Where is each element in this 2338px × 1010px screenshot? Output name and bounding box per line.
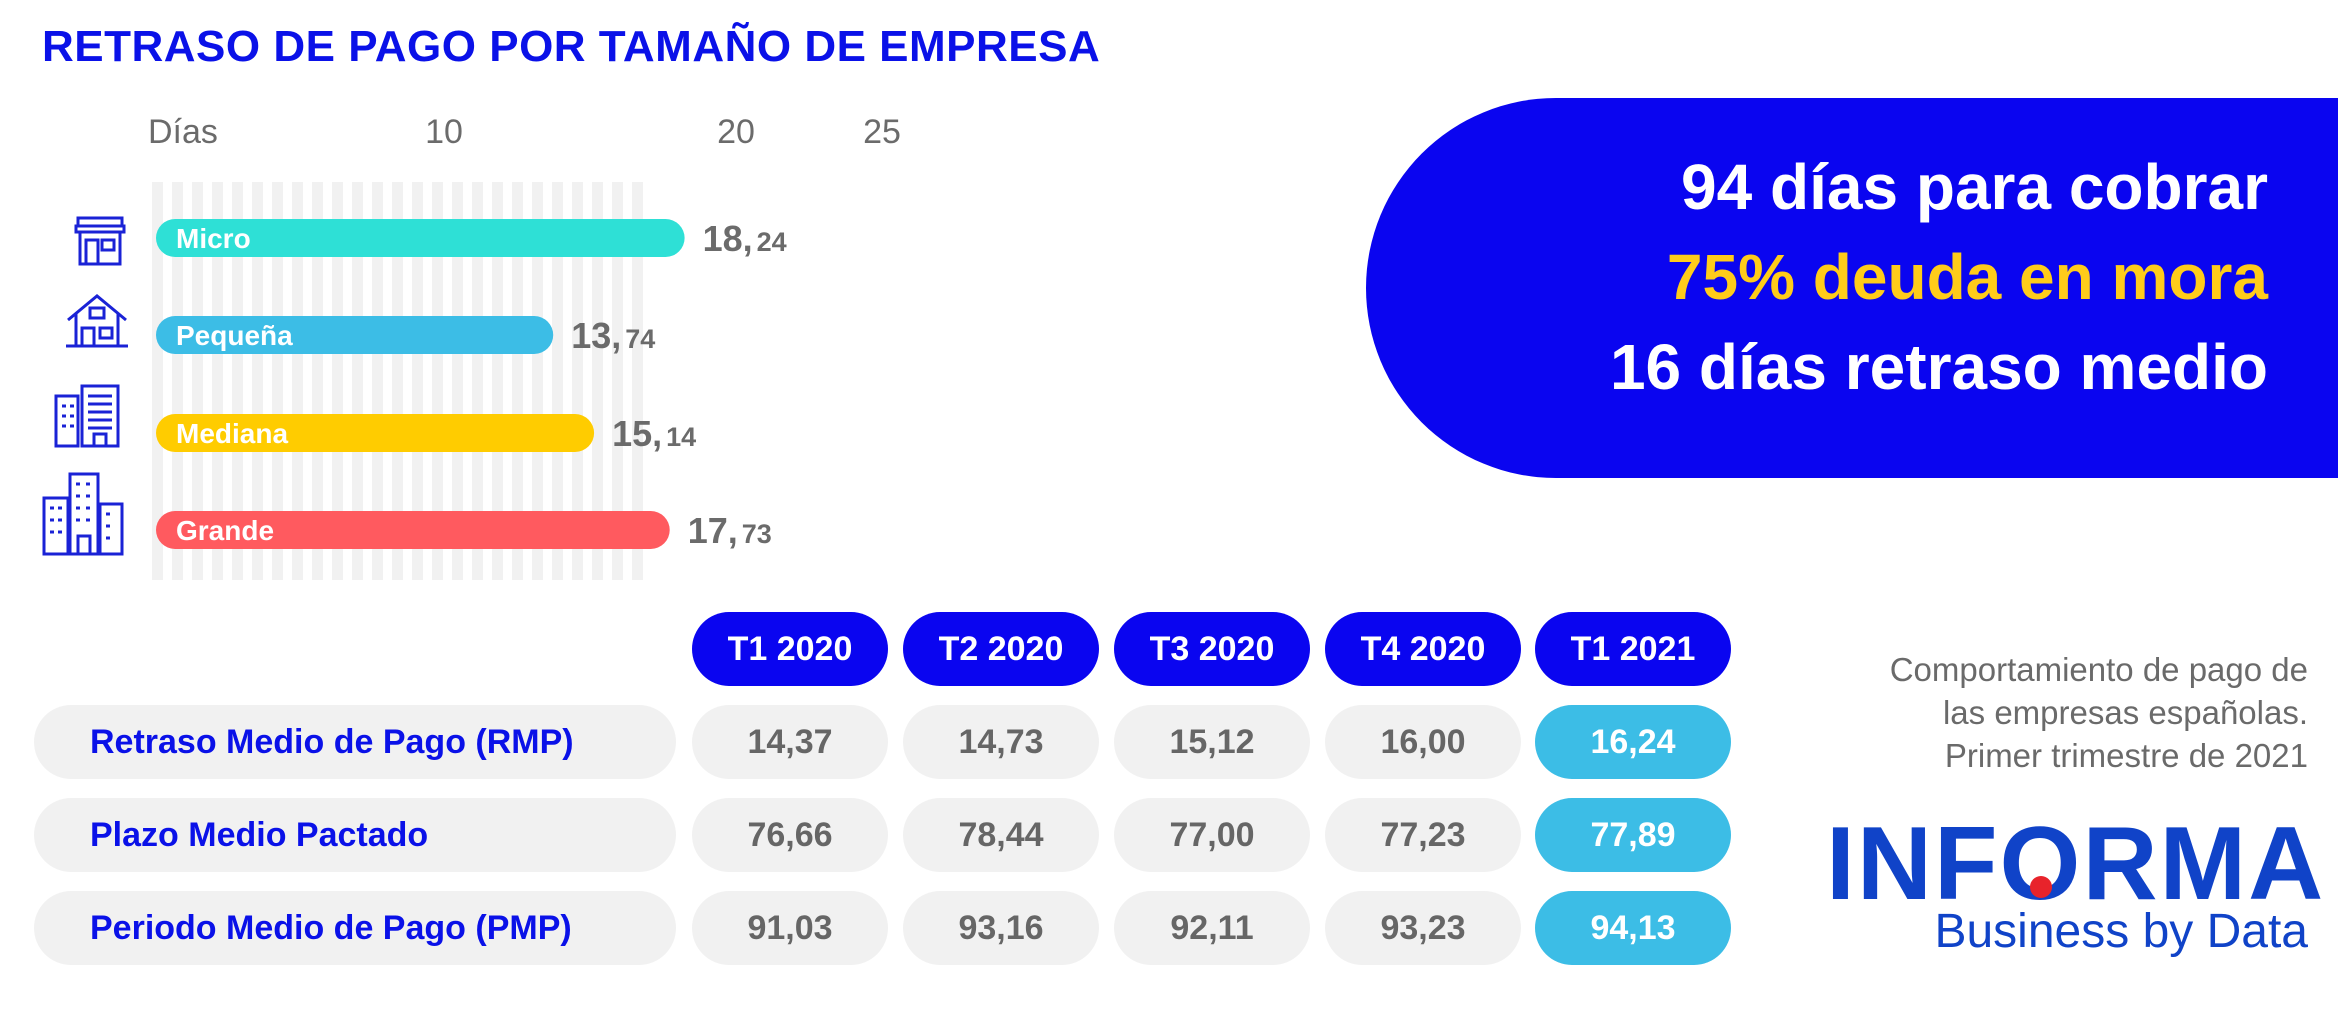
table-cell: 14,73 [903,705,1099,779]
column-header-t3-2020: T3 2020 [1114,612,1310,686]
informa-logo: INFORMA [1826,812,2325,916]
grid-stripe [512,182,523,580]
bar-category-label: Micro [176,223,251,254]
table-cell: 78,44 [903,798,1099,872]
grid-stripe [172,182,183,580]
highlight-line-3: 16 días retraso medio [1609,331,2268,403]
row-label-pmp: Periodo Medio de Pago (PMP) [34,891,676,965]
highlight-banner: 94 días para cobrar 75% deuda en mora 16… [1366,98,2338,478]
grid-stripe [552,182,563,580]
table-cell: 76,66 [692,798,888,872]
logo-part: RMA [2082,806,2326,922]
page-title: RETRASO DE PAGO POR TAMAÑO DE EMPRESA [42,22,1101,71]
caption-line-1: Comportamiento de pago de [1889,651,2308,688]
bar-mediana [156,414,595,452]
bar-grande [156,511,670,549]
table-cell: 93,16 [903,891,1099,965]
bar-micro [156,219,685,257]
grid-stripe [432,182,443,580]
table-cell: 16,00 [1325,705,1521,779]
grid-stripe [292,182,303,580]
grid-stripe [352,182,363,580]
caption: Comportamiento de pago de las empresas e… [1788,648,2308,777]
table-cell: 91,03 [692,891,888,965]
column-header-t4-2020: T4 2020 [1325,612,1521,686]
grid-stripe [392,182,403,580]
bar-value-label: 15, 14 [612,413,696,454]
grid-stripe [232,182,243,580]
grid-stripe [452,182,463,580]
column-header-t1-2020: T1 2020 [692,612,888,686]
grid-stripe [412,182,423,580]
bar-category-label: Pequeña [176,320,293,351]
caption-line-2: las empresas españolas. [1942,694,2308,731]
x-tick-label: 20 [717,113,755,151]
table-cell-current: 94,13 [1535,891,1731,965]
x-tick-label: 10 [425,113,463,151]
logo-tagline: Business by Data [1934,905,2308,958]
x-tick-label: 25 [863,113,900,151]
table-cell: 92,11 [1114,891,1310,965]
bar-pequeña [156,316,554,354]
bar-value-label: 17, 73 [688,510,772,551]
table-cell-current: 16,24 [1535,705,1731,779]
grid-stripe [532,182,543,580]
bar-category-label: Mediana [176,418,288,449]
grid-stripe [312,182,323,580]
grid-stripe [212,182,223,580]
table-cell: 77,23 [1325,798,1521,872]
grid-stripe [572,182,583,580]
table-cell-current: 77,89 [1535,798,1731,872]
shop-icon [74,216,126,266]
city-buildings-icon [42,472,124,556]
grid-stripes [152,182,643,580]
highlight-line-2: 75% deuda en mora [1666,241,2268,313]
table-cell: 93,23 [1325,891,1521,965]
grid-stripe [192,182,203,580]
grid-stripe [152,182,163,580]
grid-stripe [252,182,263,580]
logo-part-o: O [1999,806,2083,922]
grid-stripe [332,182,343,580]
grid-stripe [372,182,383,580]
house-icon [66,294,128,348]
column-header-t1-2021: T1 2021 [1535,612,1731,686]
office-building-icon [54,384,120,448]
bars: Micro 18, 24 Pequeña 13, 74 Mediana 15, 14 Grande… [156,218,787,551]
grid-stripe [612,182,623,580]
bar-chart: Días 10 20 25 Micro 18, 24 Pequeña 13, 74 Median… [148,113,900,580]
row-label-plazo: Plazo Medio Pactado [34,798,676,872]
table-cell: 14,37 [692,705,888,779]
grid-stripe [492,182,503,580]
bar-value-label: 18, 24 [703,218,787,259]
column-header-t2-2020: T2 2020 [903,612,1099,686]
caption-line-3: Primer trimestre de 2021 [1944,737,2308,774]
grid-stripe [632,182,643,580]
grid-stripe [472,182,483,580]
logo-part: INF [1826,806,2000,922]
bar-value-label: 13, 74 [571,315,655,356]
x-axis-label: Días [148,113,218,151]
table-cell: 15,12 [1114,705,1310,779]
grid-stripe [592,182,603,580]
row-label-rmp: Retraso Medio de Pago (RMP) [34,705,676,779]
table-cell: 77,00 [1114,798,1310,872]
highlight-line-1: 94 días para cobrar [1681,151,2268,223]
grid-stripe [272,182,283,580]
bar-category-label: Grande [176,515,274,546]
x-axis-ticks: 10 20 25 [425,113,900,151]
